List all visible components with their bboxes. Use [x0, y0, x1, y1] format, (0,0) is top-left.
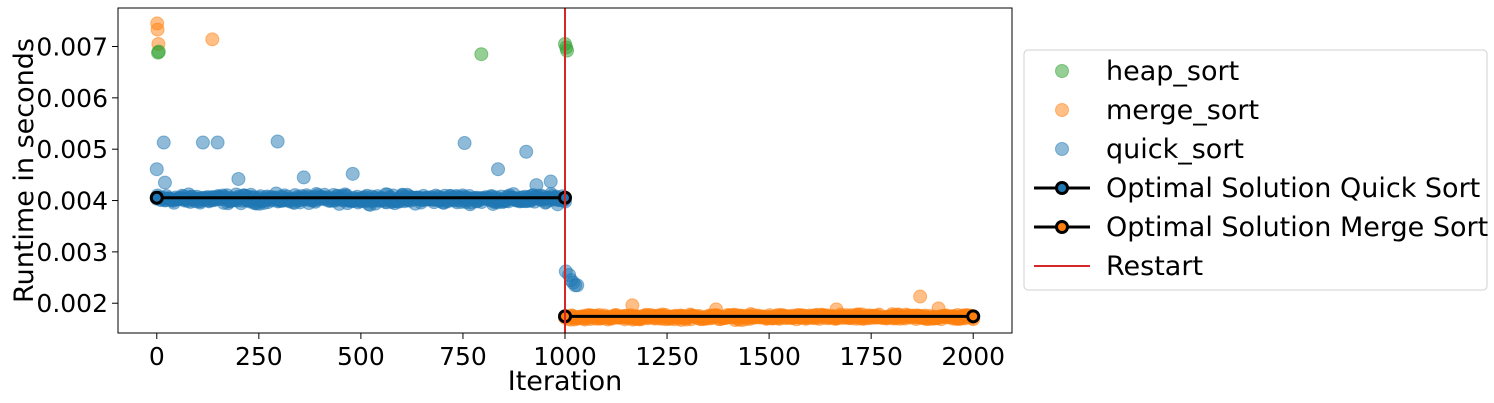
legend-frame	[1023, 49, 1488, 291]
y-tick-label: 0.002	[36, 289, 108, 318]
x-tick-label: 1750	[839, 342, 903, 371]
quick-sort-point	[529, 178, 544, 193]
y-tick-label: 0.003	[36, 238, 108, 267]
legend-label-heap-sort: heap_sort	[1106, 56, 1239, 87]
axis-ticks: 0 250 500 750 1000 1250 1500 1750 2000 0.002 0.003…	[36, 33, 1005, 371]
legend-label-merge-sort: merge_sort	[1106, 95, 1259, 126]
heap-sort-point	[560, 43, 575, 58]
quick-sort-point	[149, 162, 164, 177]
legend-marker-quick-sort	[1055, 142, 1069, 156]
legend-marker-heap-sort	[1055, 64, 1069, 78]
quick-sort-point	[296, 170, 311, 185]
y-tick-label: 0.004	[36, 187, 108, 216]
x-axis-label: Iteration	[508, 366, 623, 397]
merge-sort-point	[931, 301, 946, 316]
quick-sort-point	[457, 136, 472, 151]
legend-label-restart: Restart	[1106, 251, 1203, 282]
optimal-solution-merge-sort-marker	[966, 309, 981, 324]
optimal-solution-quick-sort-marker	[149, 190, 164, 205]
x-tick-label: 250	[235, 342, 283, 371]
x-tick-label: 0	[149, 342, 165, 371]
legend-marker-optimal-solution-merge-sort	[1055, 220, 1069, 234]
quick-sort-point	[231, 171, 246, 186]
quick-sort-point	[570, 278, 585, 293]
x-tick-label: 1250	[635, 342, 699, 371]
quick-sort-point	[491, 162, 506, 177]
legend-label-optimal-solution-quick-sort: Optimal Solution Quick Sort	[1106, 173, 1480, 204]
legend-marker-merge-sort	[1055, 103, 1069, 117]
y-axis-label: Runtime in seconds	[9, 38, 40, 303]
x-tick-label: 1500	[737, 342, 801, 371]
merge-sort-point	[625, 298, 640, 313]
merge-sort-point	[150, 22, 165, 37]
y-tick-label: 0.006	[36, 84, 108, 113]
quick-sort-point	[195, 135, 210, 150]
merge-sort-point	[829, 302, 844, 317]
legend-label-quick-sort: quick_sort	[1106, 134, 1244, 165]
x-tick-label: 1000	[533, 342, 597, 371]
quick-sort-point	[270, 134, 285, 149]
x-tick-label: 2000	[941, 342, 1005, 371]
x-tick-label: 750	[439, 342, 487, 371]
quick-sort-point	[543, 174, 558, 189]
heap-sort-point	[151, 44, 166, 59]
quick-sort-point	[210, 135, 225, 150]
heap-sort-point	[474, 47, 489, 62]
legend-label-optimal-solution-merge-sort: Optimal Solution Merge Sort	[1106, 212, 1488, 243]
merge-sort-point	[709, 302, 724, 317]
legend: heap_sort merge_sort quick_sort Optimal Sol…	[1023, 49, 1488, 291]
legend-marker-optimal-solution-quick-sort	[1055, 181, 1069, 195]
series-lines	[149, 8, 981, 333]
x-tick-label: 500	[337, 342, 385, 371]
merge-sort-point	[913, 289, 928, 304]
merge-sort-point	[205, 32, 220, 47]
quick-sort-point	[345, 166, 360, 181]
y-tick-label: 0.005	[36, 135, 108, 164]
quick-sort-point	[157, 175, 172, 190]
quick-sort-point	[519, 144, 534, 159]
quick-sort-point	[156, 135, 171, 150]
y-tick-label: 0.007	[36, 33, 108, 62]
